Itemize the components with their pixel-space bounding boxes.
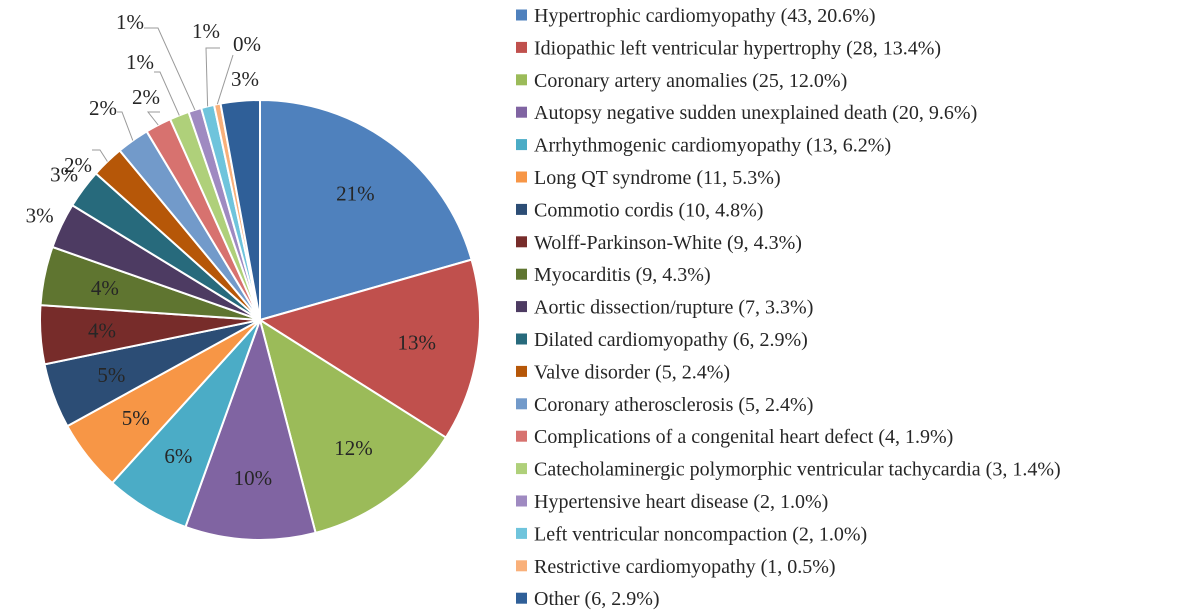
legend-label: Myocarditis (9, 4.3%) (534, 264, 711, 286)
pie-slices (39, 98, 481, 541)
legend-swatch (516, 171, 527, 183)
pie-slice (184, 316, 317, 541)
legend-label: Autopsy negative sudden unexplained deat… (534, 102, 977, 124)
legend-label: Restrictive cardiomyopathy (1, 0.5%) (534, 556, 836, 578)
pie-slice (257, 258, 481, 439)
slice-percent-label: 13% (398, 331, 437, 355)
legend-label: Other (6, 2.9%) (534, 588, 660, 610)
slice-percent-label: 3% (26, 203, 54, 227)
leader-lines (92, 27, 234, 162)
legend-label: Catecholaminergic polymorphic ventricula… (534, 459, 1061, 481)
legend-item: Complications of a congenital heart defe… (516, 426, 953, 448)
legend-item: Restrictive cardiomyopathy (1, 0.5%) (516, 556, 836, 578)
legend-label: Complications of a congenital heart defe… (534, 426, 953, 448)
slice-labels: 21%13%12%10%6%5%5%4%4%3%3%2%2% 2%1%1% 1%0%… (26, 10, 436, 490)
legend-item: Aortic dissection/rupture (7, 3.3%) (516, 297, 813, 319)
legend-swatch (516, 333, 527, 345)
legend-swatch (516, 301, 527, 313)
slice-percent-label: 10% (234, 466, 273, 490)
legend-label: Dilated cardiomyopathy (6, 2.9%) (534, 329, 808, 351)
legend-swatch (516, 41, 527, 53)
slice-percent-label: 2% (132, 85, 160, 109)
legend-item: Idiopathic left ventricular hypertrophy … (516, 37, 941, 59)
pie-slice (258, 317, 448, 535)
slice-percent-label: 4% (91, 276, 119, 300)
legend-label: Coronary artery anomalies (25, 12.0%) (534, 70, 847, 92)
legend-label: Long QT syndrome (11, 5.3%) (534, 167, 781, 189)
legend-swatch (516, 106, 527, 118)
slice-percent-label: 4% (88, 319, 116, 343)
slice-percent-label: 2% (64, 153, 92, 177)
legend-item: Commotio cordis (10, 4.8%) (516, 199, 763, 221)
legend-label: Left ventricular noncompaction (2, 1.0%) (534, 523, 867, 545)
legend-label: Coronary atherosclerosis (5, 2.4%) (534, 394, 813, 416)
legend-item: Long QT syndrome (11, 5.3%) (516, 167, 781, 189)
legend-item: Wolff-Parkinson-White (9, 4.3%) (516, 232, 802, 254)
legend-item: Arrhythmogenic cardiomyopathy (13, 6.2%) (516, 135, 891, 157)
leader-line (146, 111, 160, 126)
legend-swatch (516, 560, 527, 572)
slice-percent-label: 1% (192, 19, 220, 43)
leader-line (144, 27, 196, 111)
legend-item: Catecholaminergic polymorphic ventricula… (516, 459, 1061, 481)
legend-label: Wolff-Parkinson-White (9, 4.3%) (534, 232, 802, 254)
slice-percent-label: 3% (50, 163, 78, 187)
legend-label: Hypertrophic cardiomyopathy (43, 20.6%) (534, 5, 876, 27)
legend-swatch (516, 495, 527, 507)
legend-item: Hypertrophic cardiomyopathy (43, 20.6%) (516, 5, 876, 27)
pie-slice (219, 98, 261, 321)
legend-swatch (516, 268, 527, 280)
legend-swatch (516, 139, 527, 151)
legend-item: Dilated cardiomyopathy (6, 2.9%) (516, 329, 808, 351)
legend-label: Hypertensive heart disease (2, 1.0%) (534, 491, 828, 513)
legend-swatch (516, 527, 527, 539)
legend-label: Idiopathic left ventricular hypertrophy … (534, 37, 941, 59)
leader-line (205, 47, 220, 107)
leader-line (117, 111, 134, 141)
pie-slice (259, 98, 473, 322)
legend-item: Autopsy negative sudden unexplained deat… (516, 102, 977, 124)
legend-swatch (516, 592, 527, 604)
legend-item: Hypertensive heart disease (2, 1.0%) (516, 491, 828, 513)
slice-percent-label: 3% (231, 67, 259, 91)
legend-swatch (516, 398, 527, 410)
slice-percent-label: 21% (336, 182, 375, 206)
legend-item: Left ventricular noncompaction (2, 1.0%) (516, 523, 867, 545)
legend-swatch (516, 236, 527, 248)
legend-item: Myocarditis (9, 4.3%) (516, 264, 711, 286)
legend-swatch (516, 74, 527, 86)
legend-swatch (516, 203, 527, 215)
slice-percent-label: 0% (233, 32, 261, 56)
legend-item: Valve disorder (5, 2.4%) (516, 361, 730, 383)
slice-percent-label: 2% (89, 96, 117, 120)
leader-line (154, 71, 180, 116)
legend-swatch (516, 9, 527, 21)
legend-label: Aortic dissection/rupture (7, 3.3%) (534, 297, 813, 319)
legend-swatch (516, 463, 527, 475)
legend-label: Commotio cordis (10, 4.8%) (534, 199, 763, 221)
slice-percent-label: 1% (116, 10, 144, 34)
slice-percent-label: 1% (126, 50, 154, 74)
legend-label: Valve disorder (5, 2.4%) (534, 361, 730, 383)
legend-label: Arrhythmogenic cardiomyopathy (13, 6.2%) (534, 135, 891, 157)
legend-item: Coronary artery anomalies (25, 12.0%) (516, 70, 847, 92)
legend-swatch (516, 365, 527, 377)
legend: Hypertrophic cardiomyopathy (43, 20.6%) I… (516, 5, 1061, 610)
slice-percent-label: 6% (164, 444, 192, 468)
legend-swatch (516, 430, 527, 442)
legend-item: Other (6, 2.9%) (516, 588, 660, 610)
slice-percent-label: 12% (334, 436, 373, 460)
legend-item: Coronary atherosclerosis (5, 2.4%) (516, 394, 813, 416)
leader-line (216, 54, 234, 105)
slice-percent-label: 5% (122, 406, 150, 430)
slice-percent-label: 5% (97, 363, 125, 387)
leader-line (92, 149, 108, 162)
